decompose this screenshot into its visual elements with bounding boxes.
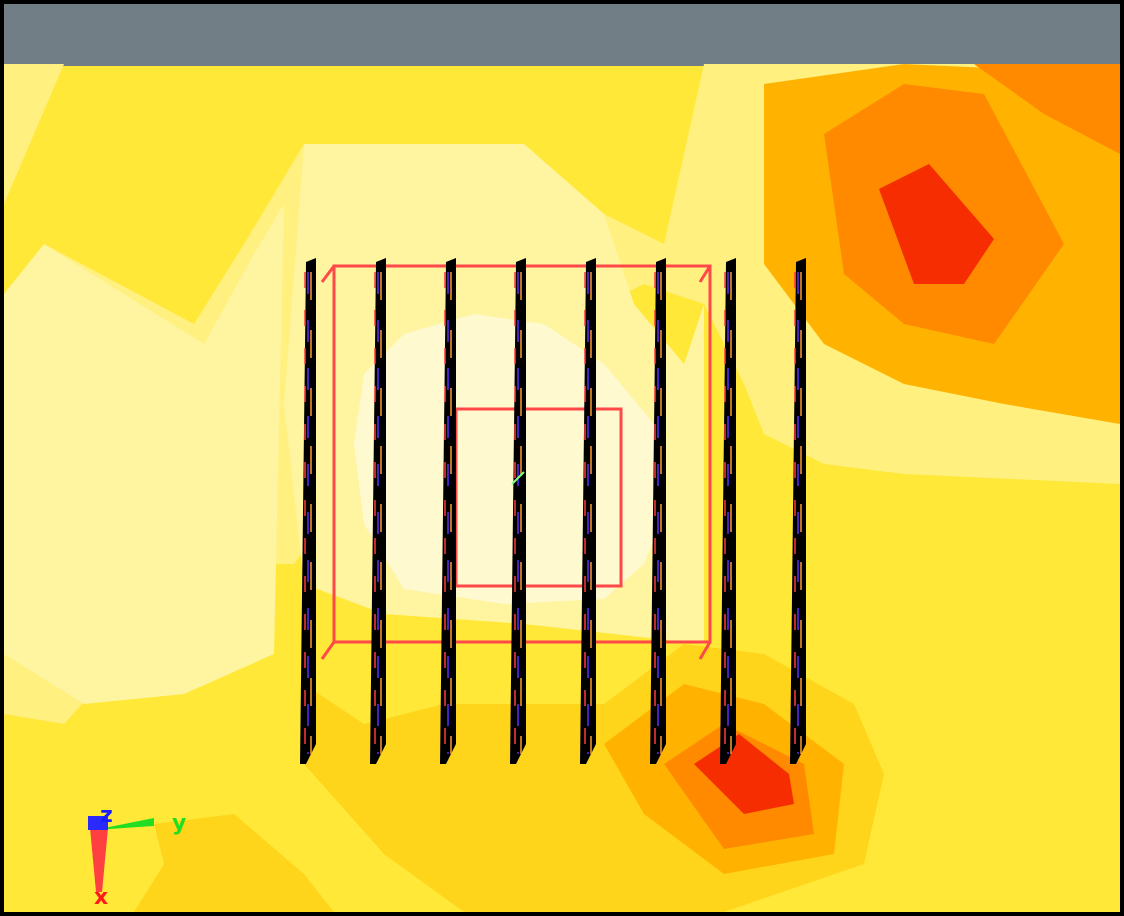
- fin-2: [370, 258, 386, 764]
- fin-7: [720, 258, 736, 764]
- contour-band-warm-bottom-left: [134, 814, 334, 912]
- axis-triad: z y x: [88, 803, 186, 910]
- outer-frame-corner-bl: [320, 641, 336, 660]
- outer-frame-corner-tl: [320, 265, 336, 283]
- contour-band-red-top: [879, 164, 994, 284]
- y-axis-arrow: [94, 818, 154, 830]
- contour-field: [4, 64, 1120, 912]
- fin-1: [300, 258, 316, 764]
- outer-frame-corner-br: [698, 641, 712, 660]
- fin-4: [510, 258, 526, 764]
- heat-sink-fins: [300, 258, 806, 764]
- contour-band-red-bottom: [694, 734, 794, 814]
- fin-5: [580, 258, 596, 764]
- fin-6: [650, 258, 666, 764]
- x-axis-arrow: [90, 828, 108, 892]
- z-axis-label: z: [100, 803, 113, 828]
- scene-canvas[interactable]: z y x: [4, 4, 1120, 912]
- outer-frame-corner-tr: [698, 265, 712, 283]
- z-axis-arrow: [88, 816, 108, 830]
- center-marker: [511, 471, 525, 485]
- x-axis-label: x: [94, 885, 108, 910]
- y-axis-label: y: [172, 811, 186, 836]
- fin-8: [790, 258, 806, 764]
- contour-band-light-corner: [4, 64, 64, 204]
- contour-band-pale-left: [4, 204, 284, 704]
- contour-band-orange-corner: [974, 64, 1120, 154]
- fin-3: [440, 258, 456, 764]
- viewport-toolbar: [4, 4, 1120, 66]
